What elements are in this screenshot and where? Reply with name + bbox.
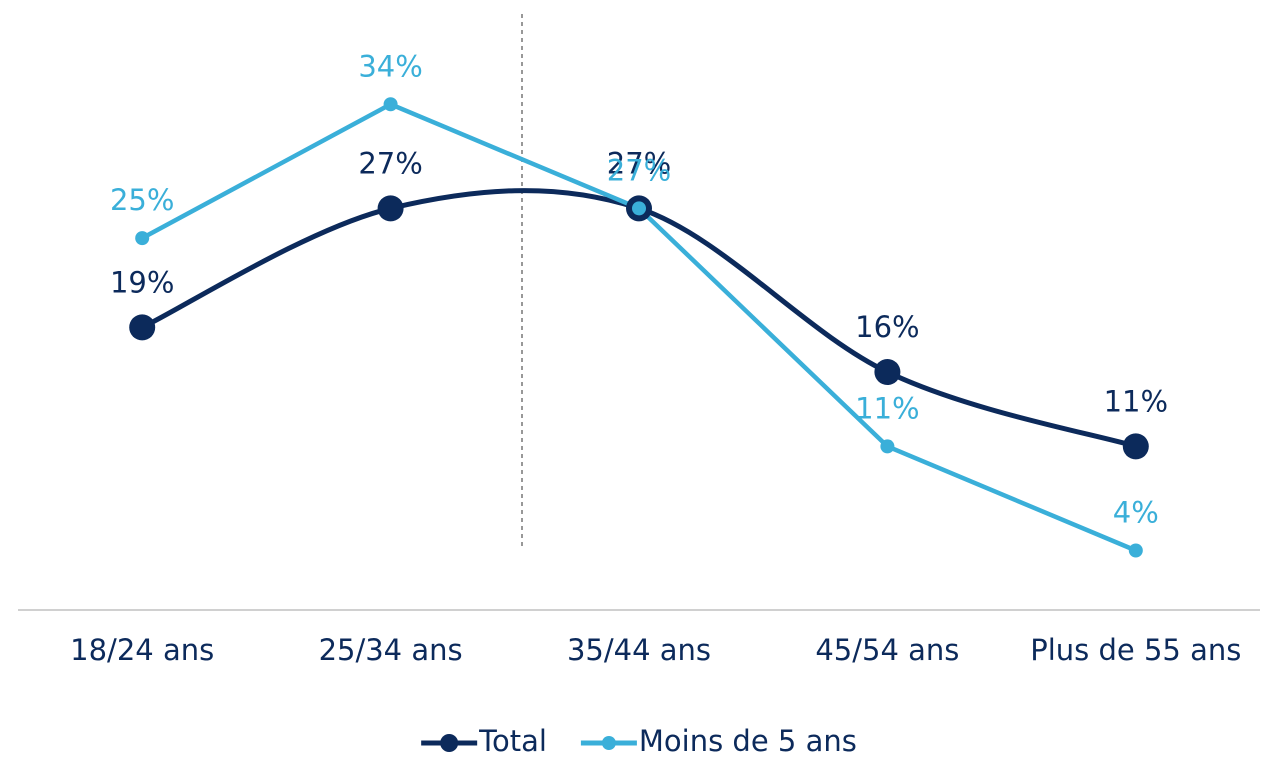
point-marker [135,231,150,246]
x-tick-label: 18/24 ans [70,633,214,667]
point-marker [383,97,398,112]
data-label: 19% [110,265,174,299]
data-label: 34% [358,49,422,83]
data-label: 11% [855,391,919,425]
legend-item: Moins de 5 ans [580,724,857,758]
legend-label: Moins de 5 ans [639,724,857,758]
data-label: 27% [607,146,671,180]
series-line [141,188,1137,449]
legend-marker [440,734,459,752]
legend-label: Total [478,724,547,758]
x-tick-label: 35/44 ans [567,633,711,667]
point-marker [1122,433,1149,460]
data-label: 11% [1104,384,1168,418]
legend-marker [601,736,616,750]
data-label: 4% [1113,496,1159,530]
data-label: 27% [607,153,671,187]
point-marker [377,195,404,222]
point-marker [874,359,901,385]
point-marker [632,201,646,216]
point-marker [129,314,156,341]
data-label: 25% [110,183,174,217]
data-label: 27% [358,146,422,180]
x-tick-label: Plus de 55 ans [1030,633,1241,667]
x-tick-label: 45/54 ans [815,633,959,667]
legend-item: Total [421,724,547,758]
point-marker [880,439,895,454]
data-label: 16% [855,310,919,344]
x-tick-label: 25/34 ans [319,633,463,667]
point-marker [1128,543,1143,558]
